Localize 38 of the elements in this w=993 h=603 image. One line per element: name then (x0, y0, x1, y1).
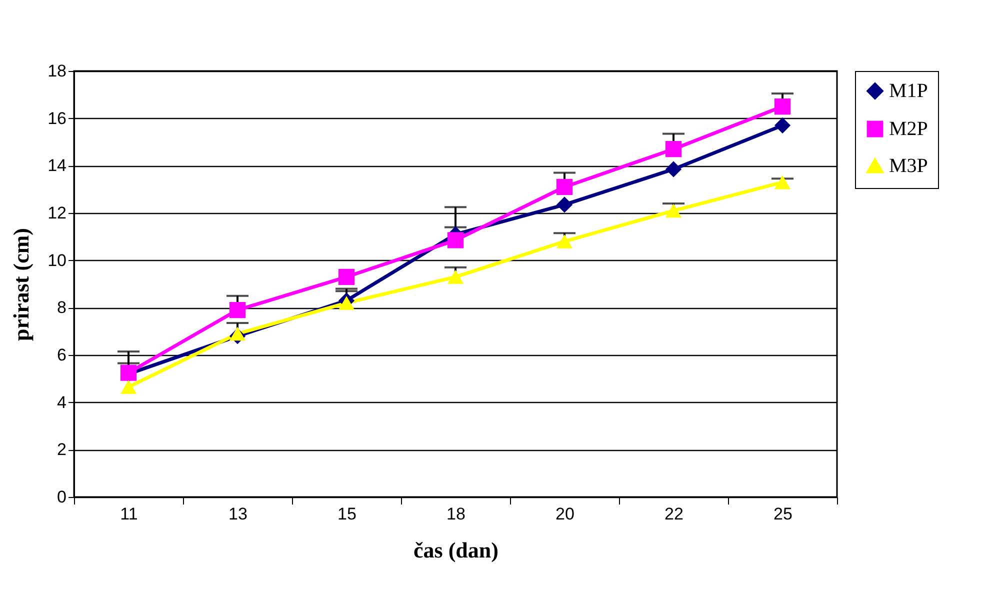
legend-label: M3P (889, 155, 928, 177)
y-tick-label: 16 (48, 108, 66, 128)
point (774, 117, 791, 134)
point (665, 141, 682, 158)
y-axis-title: prirast (cm) (8, 228, 34, 342)
point (229, 326, 246, 341)
x-tick-label: 13 (228, 504, 248, 524)
y-tick-label: 10 (48, 250, 66, 270)
point (774, 175, 791, 190)
point (120, 380, 137, 394)
legend-label: M1P (889, 80, 928, 102)
point (556, 196, 573, 213)
point (447, 270, 464, 284)
x-tick-label: 22 (664, 504, 684, 524)
x-tick-label: 15 (338, 504, 356, 524)
point (229, 302, 246, 318)
y-tick-label: 2 (57, 440, 66, 460)
y-tick-label: 8 (57, 298, 66, 318)
y-tick-label: 4 (57, 392, 66, 412)
point (556, 178, 573, 196)
point (665, 161, 682, 178)
y-tick-label: 0 (57, 488, 66, 506)
y-tick-label: 14 (48, 156, 66, 176)
point (774, 98, 791, 115)
y-tick-label: 6 (57, 346, 66, 364)
x-tick-label: 25 (774, 504, 792, 524)
point (338, 296, 355, 310)
y-tick-label: 12 (48, 204, 66, 222)
y-tick-label: 18 (48, 62, 66, 80)
x-tick-label: 20 (556, 504, 574, 524)
legend-label: M2P (889, 118, 928, 140)
x-axis-title: čas (dan) (414, 538, 498, 562)
point (338, 268, 355, 285)
x-tick-label: 11 (120, 504, 138, 524)
point (665, 204, 682, 218)
point (447, 232, 464, 248)
x-tick-label: 18 (446, 504, 466, 524)
point (556, 234, 573, 248)
